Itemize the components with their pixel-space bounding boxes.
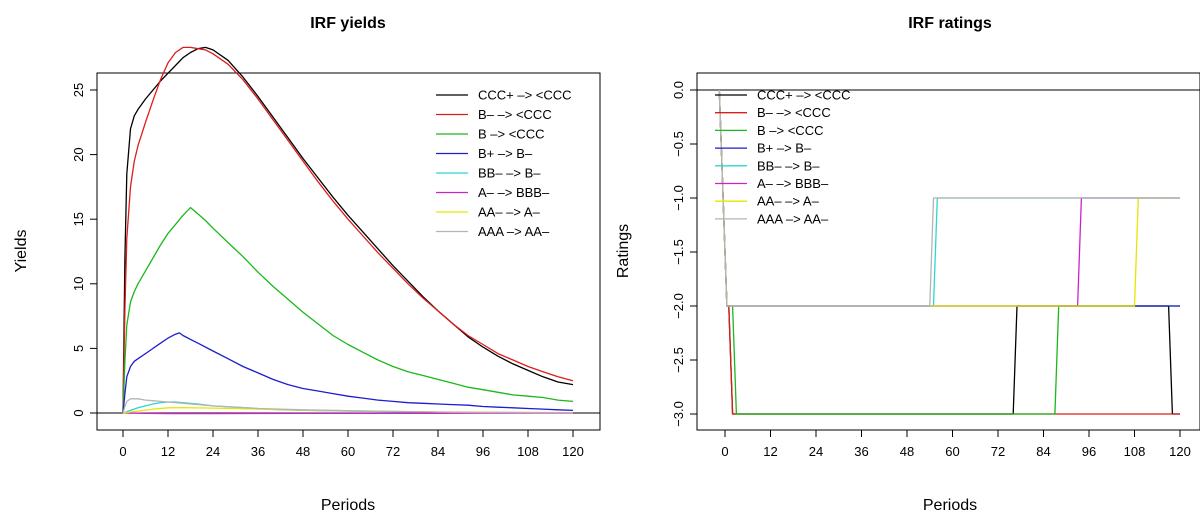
legend-label: AAA –> AA– — [478, 224, 550, 239]
x-axis-label: Periods — [923, 497, 977, 514]
y-tick-label: 0.0 — [671, 81, 686, 99]
x-tick-label: 120 — [1169, 444, 1191, 459]
irf-yields-chart: IRF yields Periods Yields 0 12 24 36 48 60 72 8… — [13, 15, 601, 514]
x-axis-label: Periods — [321, 497, 375, 514]
x-tick-label: 12 — [161, 444, 175, 459]
chart-title: IRF yields — [310, 15, 386, 32]
series-line — [718, 89, 1180, 415]
y-axis-label: Yields — [13, 230, 30, 273]
legend: CCC+ –> <CCC B– –> <CCC B –> <CCC B+ –> B– B… — [715, 88, 851, 226]
series-line — [122, 398, 574, 414]
y-tick-label: −1.0 — [671, 185, 686, 211]
x-tick-label: 60 — [341, 444, 355, 459]
series-line — [122, 332, 574, 414]
legend-label: A– –> BBB– — [478, 185, 550, 200]
x-tick-label: 84 — [1036, 444, 1050, 459]
y-tick-label: −1.5 — [671, 239, 686, 265]
legend-label: BB– –> B– — [757, 158, 820, 173]
y-tick-label: −3.0 — [671, 401, 686, 427]
x-axis-ticks: 0 12 24 36 48 60 72 84 96 108 120 — [119, 430, 584, 459]
x-tick-label: 72 — [991, 444, 1005, 459]
y-tick-label: −0.5 — [671, 131, 686, 157]
legend-label: AA– –> A– — [757, 194, 820, 209]
series-line — [718, 89, 1180, 415]
series-lines — [718, 89, 1180, 415]
x-tick-label: 0 — [119, 444, 126, 459]
x-tick-label: 36 — [854, 444, 868, 459]
legend-label: CCC+ –> <CCC — [478, 88, 572, 103]
y-axis-label: Ratings — [615, 224, 632, 278]
x-tick-label: 24 — [206, 444, 220, 459]
y-tick-label: −2.0 — [671, 293, 686, 319]
x-tick-label: 120 — [562, 444, 584, 459]
legend-label: BB– –> B– — [478, 166, 541, 181]
legend-label: B –> <CCC — [757, 123, 823, 138]
legend-label: AA– –> A– — [478, 205, 541, 220]
legend-label: CCC+ –> <CCC — [757, 88, 851, 103]
y-axis-ticks: 0 5 10 15 20 25 — [71, 83, 97, 417]
x-tick-label: 108 — [1124, 444, 1146, 459]
x-tick-label: 96 — [476, 444, 490, 459]
legend-label: A– –> BBB– — [757, 176, 829, 191]
series-line — [718, 89, 1180, 415]
x-tick-label: 96 — [1082, 444, 1096, 459]
legend-label: B– –> <CCC — [478, 107, 552, 122]
legend-label: B+ –> B– — [757, 141, 812, 156]
series-line — [718, 89, 1180, 307]
irf-ratings-chart: IRF ratings Periods Ratings 0 12 24 36 48 60 7… — [615, 15, 1200, 514]
y-axis-ticks: 0.0 −0.5 −1.0 −1.5 −2.0 −2.5 −3.0 — [671, 81, 697, 427]
series-line — [122, 412, 573, 415]
y-tick-label: 15 — [71, 212, 86, 226]
y-tick-label: 25 — [71, 83, 86, 97]
x-tick-label: 0 — [721, 444, 728, 459]
legend-label: AAA –> AA– — [757, 211, 829, 226]
x-tick-label: 72 — [386, 444, 400, 459]
y-tick-label: 20 — [71, 147, 86, 161]
x-tick-label: 48 — [900, 444, 914, 459]
legend-label: B+ –> B– — [478, 146, 533, 161]
chart-title: IRF ratings — [908, 15, 992, 32]
x-tick-label: 84 — [431, 444, 445, 459]
y-tick-label: 5 — [71, 345, 86, 352]
x-tick-label: 60 — [945, 444, 959, 459]
series-line — [122, 206, 574, 414]
series-line — [122, 46, 574, 414]
x-tick-label: 36 — [251, 444, 265, 459]
x-tick-label: 12 — [763, 444, 777, 459]
legend: CCC+ –> <CCC B– –> <CCC B –> <CCC B+ –> B– B… — [436, 88, 572, 239]
series-line — [122, 46, 574, 414]
x-tick-label: 48 — [296, 444, 310, 459]
legend-label: B– –> <CCC — [757, 105, 831, 120]
y-tick-label: 0 — [71, 409, 86, 416]
x-axis-ticks: 0 12 24 36 48 60 72 84 96 108 120 — [721, 430, 1191, 459]
x-tick-label: 108 — [517, 444, 539, 459]
y-tick-label: −2.5 — [671, 347, 686, 373]
legend-label: B –> <CCC — [478, 127, 544, 142]
x-tick-label: 24 — [809, 444, 823, 459]
y-tick-label: 10 — [71, 277, 86, 291]
series-lines — [122, 46, 574, 415]
